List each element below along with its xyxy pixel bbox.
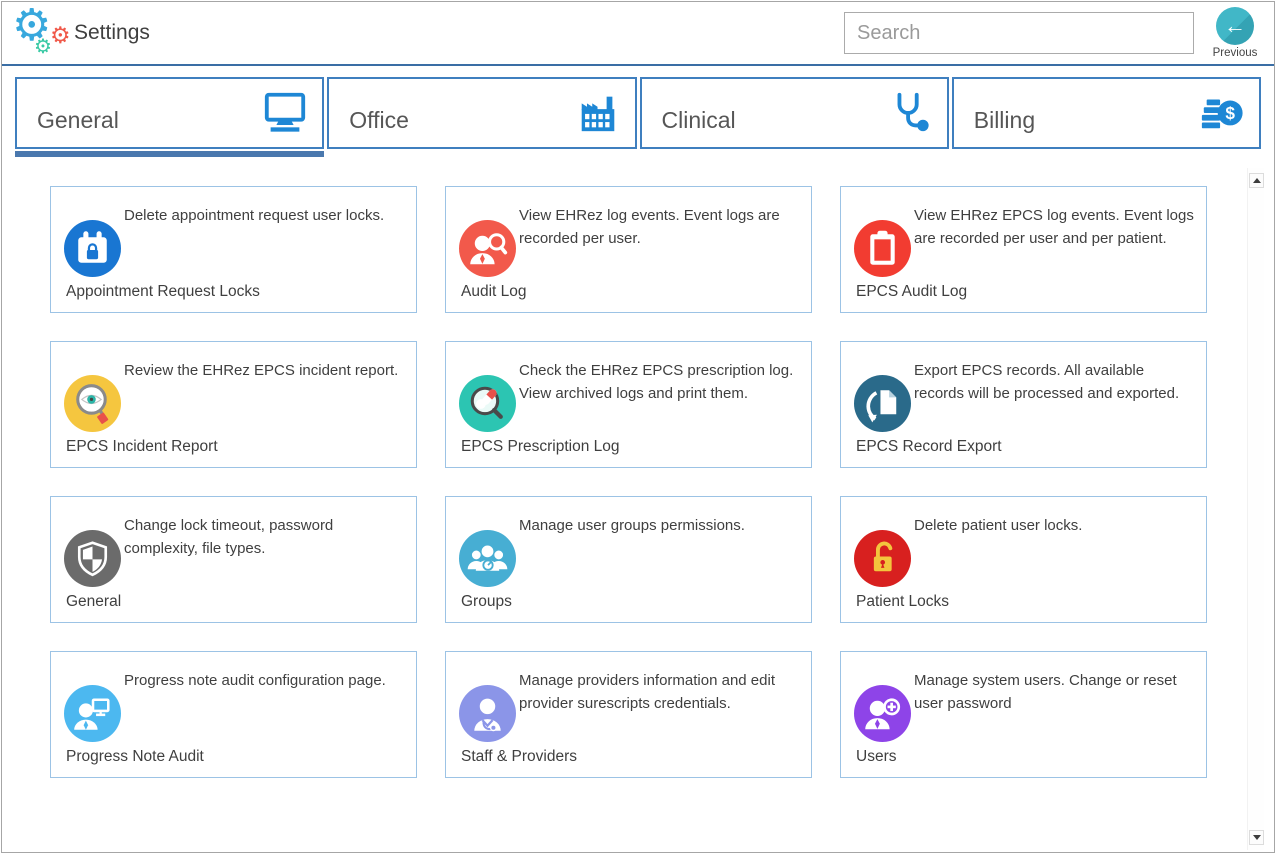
- card-groups[interactable]: Manage user groups permissions. Groups: [445, 496, 812, 623]
- card-epcs-prescription-log[interactable]: Check the EHRez EPCS prescription log. V…: [445, 341, 812, 468]
- document-export-icon: [854, 375, 911, 432]
- card-description: Delete patient user locks.: [914, 517, 1083, 534]
- calendar-lock-icon: [64, 220, 121, 277]
- card-title: Groups: [461, 593, 512, 610]
- card-description: View EHRez EPCS log events. Event logs a…: [914, 207, 1194, 247]
- triangle-up-icon: [1252, 178, 1261, 183]
- back-arrow-icon: ←: [1224, 13, 1246, 38]
- card-title: Users: [856, 748, 897, 765]
- user-search-icon: [459, 220, 516, 277]
- card-epcs-incident-report[interactable]: Review the EHRez EPCS incident report. E…: [50, 341, 417, 468]
- card-users[interactable]: Manage system users. Change or reset use…: [840, 651, 1207, 778]
- card-description: Progress note audit configuration page.: [124, 672, 386, 689]
- tab-office[interactable]: Office: [327, 77, 637, 149]
- card-description: Manage user groups permissions.: [519, 517, 745, 534]
- tab-label: Clinical: [661, 106, 736, 133]
- card-epcs-audit-log[interactable]: View EHRez EPCS log events. Event logs a…: [840, 186, 1207, 313]
- pills-magnifier-icon: [459, 375, 516, 432]
- header: ⚙ ⚙ ⚙ Settings ← Previous: [2, 2, 1274, 64]
- search-input[interactable]: [844, 12, 1194, 54]
- card-description: Review the EHRez EPCS incident report.: [124, 362, 399, 379]
- svg-text:$: $: [1225, 103, 1235, 123]
- clipboard-icon: [854, 220, 911, 277]
- triangle-down-icon: [1252, 835, 1261, 840]
- gear-small-red-icon: ⚙: [50, 22, 71, 48]
- tab-clinical[interactable]: Clinical: [639, 77, 949, 149]
- card-description: View EHRez log events. Event logs are re…: [519, 207, 780, 247]
- card-title: EPCS Record Export: [856, 438, 1002, 455]
- card-title: Appointment Request Locks: [66, 283, 260, 300]
- tab-label: Billing: [973, 106, 1036, 133]
- card-general[interactable]: Change lock timeout, password complexity…: [50, 496, 417, 623]
- scroll-up-button[interactable]: [1249, 173, 1264, 188]
- card-title: EPCS Incident Report: [66, 438, 218, 455]
- settings-grid: Delete appointment request user locks. A…: [50, 186, 1207, 778]
- card-appointment-request-locks[interactable]: Delete appointment request user locks. A…: [50, 186, 417, 313]
- tab-label: General: [37, 106, 119, 133]
- billing-icon: $: [1199, 89, 1245, 135]
- card-title: Progress Note Audit: [66, 748, 204, 765]
- card-title: EPCS Audit Log: [856, 283, 968, 300]
- card-title: EPCS Prescription Log: [461, 438, 620, 455]
- card-progress-note-audit[interactable]: Progress note audit configuration page. …: [50, 651, 417, 778]
- scrollbar[interactable]: [1247, 168, 1264, 850]
- tab-billing[interactable]: Billing $: [951, 77, 1261, 149]
- card-title: Audit Log: [461, 283, 527, 300]
- stethoscope-icon: [887, 89, 933, 135]
- tab-general[interactable]: General: [15, 77, 325, 157]
- card-staff-providers[interactable]: Manage providers information and edit pr…: [445, 651, 812, 778]
- user-plus-icon: [854, 685, 911, 742]
- open-padlock-icon: [854, 530, 911, 587]
- doctor-icon: [459, 685, 516, 742]
- person-monitor-icon: [64, 685, 121, 742]
- previous-button[interactable]: ← Previous: [1208, 7, 1262, 59]
- card-patient-locks[interactable]: Delete patient user locks. Patient Locks: [840, 496, 1207, 623]
- card-audit-log[interactable]: View EHRez log events. Event logs are re…: [445, 186, 812, 313]
- factory-icon: [575, 89, 621, 135]
- eye-magnifier-icon: [64, 375, 121, 432]
- user-group-icon: [459, 530, 516, 587]
- gear-large-icon: ⚙: [12, 1, 52, 50]
- scroll-down-button[interactable]: [1249, 830, 1264, 845]
- card-description: Delete appointment request user locks.: [124, 207, 385, 224]
- previous-button-label: Previous: [1212, 47, 1258, 59]
- card-description: Check the EHRez EPCS prescription log. V…: [519, 362, 794, 402]
- app-title-area: ⚙ ⚙ ⚙ Settings: [12, 4, 150, 62]
- card-title: Patient Locks: [856, 593, 950, 610]
- card-epcs-record-export[interactable]: Export EPCS records. All available recor…: [840, 341, 1207, 468]
- back-circle[interactable]: ←: [1216, 7, 1254, 45]
- card-description: Manage system users. Change or reset use…: [914, 672, 1177, 712]
- card-title: General: [66, 593, 122, 610]
- card-description: Export EPCS records. All available recor…: [914, 362, 1180, 402]
- settings-gears-icon: ⚙ ⚙ ⚙: [12, 1, 71, 62]
- tab-label: Office: [349, 106, 409, 133]
- tab-bar: General Office Clinical Billing $: [15, 77, 1261, 157]
- shield-icon: [64, 530, 121, 587]
- card-description: Manage providers information and edit pr…: [519, 672, 775, 712]
- card-description: Change lock timeout, password complexity…: [124, 517, 334, 557]
- monitor-icon: [262, 89, 308, 135]
- card-title: Staff & Providers: [461, 748, 578, 765]
- header-divider: [2, 64, 1274, 66]
- page-title: Settings: [74, 21, 150, 44]
- gear-small-teal-icon: ⚙: [34, 36, 52, 58]
